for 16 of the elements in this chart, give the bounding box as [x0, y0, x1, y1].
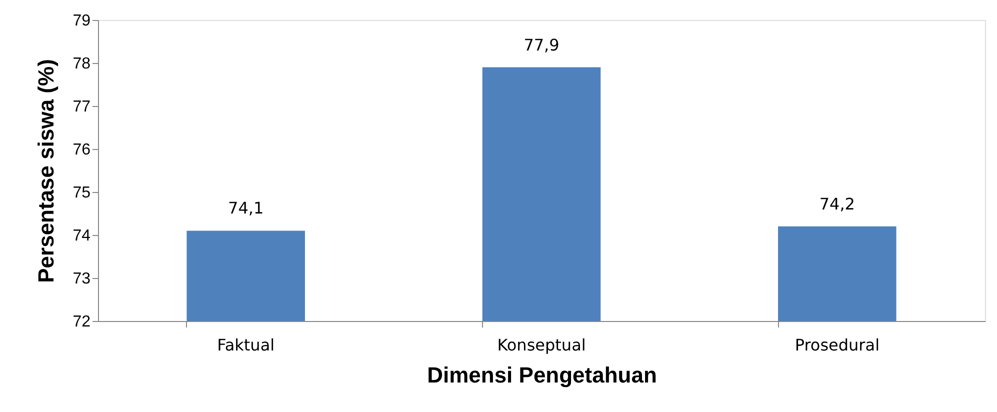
x-axis-title: Dimensi Pengetahuan — [427, 362, 657, 388]
y-tick-label: 74 — [72, 228, 91, 244]
data-label: 74,2 — [819, 194, 855, 214]
data-label: 74,1 — [228, 198, 264, 218]
x-tick-label: Faktual — [217, 336, 275, 354]
y-tick-label: 77 — [72, 98, 91, 116]
x-tick-label: Konseptual — [497, 336, 586, 354]
y-tick-label: 75 — [72, 184, 91, 202]
y-tick-label: 76 — [72, 142, 91, 158]
y-axis-title: Persentase siswa (%) — [34, 59, 59, 283]
x-tick-label: Prosedural — [794, 336, 880, 354]
y-tick-label: 78 — [72, 56, 91, 72]
data-label: 77,9 — [524, 35, 560, 54]
y-tick-label: 79 — [72, 12, 91, 30]
y-tick-label: 72 — [72, 314, 91, 330]
y-tick-label: 73 — [72, 270, 91, 288]
